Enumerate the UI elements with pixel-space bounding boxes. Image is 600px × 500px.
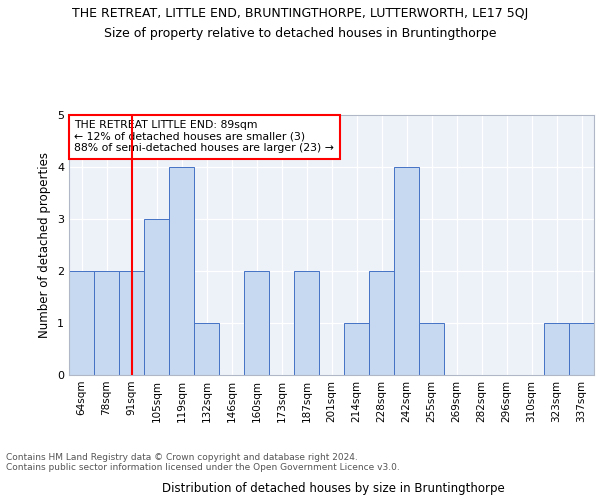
Y-axis label: Number of detached properties: Number of detached properties: [38, 152, 52, 338]
Bar: [144, 219, 169, 375]
Text: THE RETREAT, LITTLE END, BRUNTINGTHORPE, LUTTERWORTH, LE17 5QJ: THE RETREAT, LITTLE END, BRUNTINGTHORPE,…: [72, 8, 528, 20]
Bar: [369, 271, 394, 375]
Bar: [344, 323, 369, 375]
Bar: [69, 271, 94, 375]
Bar: [294, 271, 319, 375]
Text: Contains HM Land Registry data © Crown copyright and database right 2024.
Contai: Contains HM Land Registry data © Crown c…: [6, 453, 400, 472]
Bar: [169, 167, 194, 375]
Text: THE RETREAT LITTLE END: 89sqm
← 12% of detached houses are smaller (3)
88% of se: THE RETREAT LITTLE END: 89sqm ← 12% of d…: [74, 120, 334, 154]
Bar: [419, 323, 444, 375]
Bar: [544, 323, 569, 375]
Text: Distribution of detached houses by size in Bruntingthorpe: Distribution of detached houses by size …: [161, 482, 505, 495]
Bar: [394, 167, 419, 375]
Bar: [94, 271, 119, 375]
Bar: [119, 271, 144, 375]
Text: Size of property relative to detached houses in Bruntingthorpe: Size of property relative to detached ho…: [104, 28, 496, 40]
Bar: [244, 271, 269, 375]
Bar: [569, 323, 594, 375]
Bar: [194, 323, 219, 375]
